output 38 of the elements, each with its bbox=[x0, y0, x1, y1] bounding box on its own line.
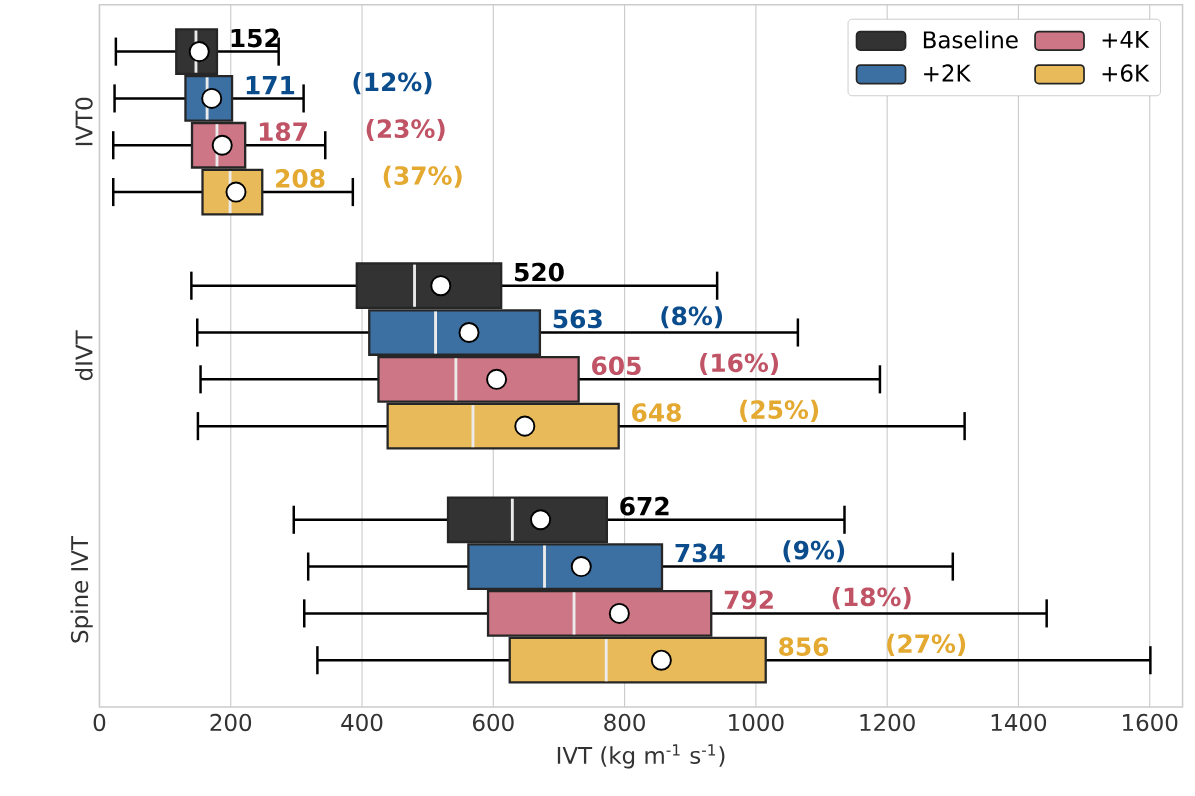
text: 171 bbox=[246, 76, 295, 95]
y-tick-label: dIVT bbox=[74, 330, 93, 381]
legend-label: +4K bbox=[1102, 30, 1150, 48]
y-tick-label: Spine IVT bbox=[70, 535, 93, 643]
legend-label: Baseline bbox=[923, 30, 1018, 49]
legend-label: +2K bbox=[924, 64, 971, 82]
text: 520 bbox=[515, 262, 564, 282]
text: 605 bbox=[592, 356, 641, 375]
legend-label: +6K bbox=[1102, 64, 1150, 82]
x-tick-label: 1400 bbox=[991, 713, 1047, 732]
text: 792 bbox=[724, 590, 773, 610]
x-tick-label: 800 bbox=[604, 713, 645, 732]
annotation: (25%) bbox=[740, 399, 819, 422]
annotation: (8%) bbox=[661, 306, 723, 329]
annotation: (9%) bbox=[783, 540, 845, 563]
x-tick-label: 0 bbox=[93, 713, 106, 732]
x-tick-label: 600 bbox=[473, 713, 514, 732]
annotation: (18%) bbox=[832, 586, 911, 610]
annotation: (23%) bbox=[366, 118, 445, 141]
annotation: (37%) bbox=[383, 165, 462, 188]
x-tick-label: 1600 bbox=[1123, 713, 1178, 732]
x-tick-label: 400 bbox=[341, 713, 383, 732]
y-tick-label: IVT0 bbox=[75, 97, 93, 146]
x-tick-label: 1000 bbox=[729, 713, 784, 732]
x-tick-label: 200 bbox=[210, 713, 252, 732]
text: 672 bbox=[620, 496, 669, 516]
annotation: (27%) bbox=[887, 633, 966, 656]
text: 648 bbox=[632, 403, 681, 422]
text: 734 bbox=[675, 543, 725, 563]
annotation: (12%) bbox=[353, 71, 432, 95]
text: 187 bbox=[259, 122, 307, 141]
x-axis-title: IVT (kg m$^{-1}$ s$^{-1}$) bbox=[557, 744, 725, 769]
annotation: (16%) bbox=[700, 352, 779, 375]
text: 208 bbox=[276, 168, 325, 188]
text: 563 bbox=[553, 309, 602, 329]
text: 856 bbox=[779, 637, 829, 656]
text: 152 bbox=[231, 28, 279, 48]
x-tick-label: 1200 bbox=[860, 713, 915, 732]
